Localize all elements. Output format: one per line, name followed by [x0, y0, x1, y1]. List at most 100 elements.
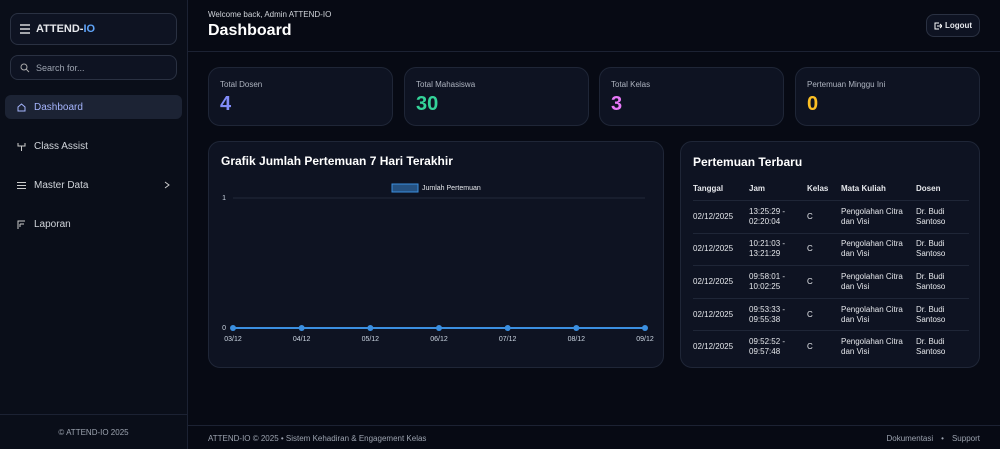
- cell: Pengolahan Citra dan Visi: [841, 330, 916, 363]
- cell: Dr. Budi Santoso: [916, 232, 969, 266]
- stat-card: Total Mahasiswa 30: [404, 67, 589, 126]
- search[interactable]: Search for...: [10, 55, 177, 80]
- logout-button[interactable]: Logout: [926, 14, 980, 37]
- icon: [17, 102, 26, 111]
- point: [230, 325, 236, 331]
- cell: 13:25:29 - 02:20:04: [749, 200, 807, 234]
- table-title: Pertemuan Terbaru: [693, 155, 803, 169]
- column-header: Kelas: [807, 183, 829, 193]
- stat-value: 3: [611, 93, 623, 115]
- stat-card: Total Kelas 3: [599, 67, 784, 126]
- header-row: Tanggal Jam Kelas Mata Kuliah Dosen: [693, 176, 969, 201]
- welcome: Welcome back, Admin ATTEND-IO: [208, 10, 332, 19]
- chart-card: Grafik Jumlah Pertemuan 7 Hari Terakhir …: [208, 141, 664, 368]
- cell: Pengolahan Citra dan Visi: [841, 200, 916, 234]
- footer-link[interactable]: Support: [951, 434, 980, 443]
- cell: 02/12/2025: [693, 232, 749, 266]
- logout-label: Logout: [944, 21, 973, 30]
- stat-label: Total Dosen: [220, 80, 263, 89]
- column-header: Tanggal: [693, 183, 724, 193]
- stat-label: Pertemuan Minggu Ini: [807, 80, 886, 89]
- sidebar-footer: © ATTEND-IO 2025: [58, 428, 129, 437]
- row: 02/12/2025 09:53:33 - 09:55:38 C Pengolahan…: [693, 297, 969, 331]
- legend-label: Jumlah Pertemuan: [422, 185, 481, 192]
- column-header: Jam: [749, 183, 766, 193]
- point: [298, 325, 305, 331]
- cell: C: [807, 232, 841, 266]
- cell: 02/12/2025: [693, 330, 749, 363]
- cell: Dr. Budi Santoso: [916, 297, 969, 331]
- logo-accent: IO: [83, 23, 96, 35]
- cell: 02/12/2025: [693, 200, 749, 234]
- stat-label: Total Mahasiswa: [416, 80, 476, 89]
- point: [504, 325, 511, 331]
- stat-value: 4: [220, 93, 232, 115]
- row: 02/12/2025 09:58:01 - 10:02:25 C Pengolahan…: [693, 265, 969, 299]
- x-tick-label: 07/12: [499, 336, 517, 343]
- cell: 09:52:52 - 09:57:48: [749, 330, 807, 363]
- cell: 09:58:01 - 10:02:25: [749, 265, 807, 299]
- search-icon: [20, 63, 30, 72]
- menu-icon[interactable]: [20, 24, 30, 34]
- nav-label: Laporan: [34, 218, 71, 230]
- legend-swatch: [391, 183, 419, 193]
- chart-title: Grafik Jumlah Pertemuan 7 Hari Terakhir: [221, 154, 453, 168]
- nav-item[interactable]: Master Data: [5, 173, 182, 197]
- point: [573, 325, 580, 331]
- row: 02/12/2025 09:52:52 - 09:57:48 C Pengolahan…: [693, 330, 969, 363]
- x-tick-label: 03/12: [224, 336, 242, 343]
- footer-links: Dokumentasi • Support: [886, 434, 980, 443]
- footer-text: ATTEND-IO © 2025 • Sistem Kehadiran & En…: [208, 434, 427, 443]
- stat-card: Pertemuan Minggu Ini 0: [795, 67, 980, 126]
- nav-item[interactable]: Dashboard: [5, 95, 182, 119]
- cell: C: [807, 330, 841, 363]
- search-placeholder: Search for...: [36, 62, 85, 73]
- logo[interactable]: ATTEND-IO: [10, 13, 177, 45]
- column-header: Dosen: [916, 183, 941, 193]
- icon: [17, 181, 26, 189]
- x-tick-label: 09/12: [636, 336, 654, 343]
- chart: Grafik Jumlah Pertemuan 7 Hari Terakhir …: [221, 154, 654, 343]
- cell: Dr. Budi Santoso: [916, 200, 969, 234]
- cell: C: [807, 297, 841, 331]
- stat-value: 30: [416, 93, 439, 115]
- stat-card: Total Dosen 4: [208, 67, 393, 126]
- nav-label: Master Data: [34, 179, 89, 191]
- x-tick-label: 04/12: [293, 336, 311, 343]
- cell: Pengolahan Citra dan Visi: [841, 232, 916, 266]
- y-tick-label: 0: [222, 325, 226, 332]
- column-header: Mata Kuliah: [841, 183, 886, 193]
- point: [642, 325, 648, 331]
- point: [367, 325, 374, 331]
- nav-label: Class Assist: [34, 140, 88, 152]
- nav-item[interactable]: Laporan: [5, 212, 182, 236]
- row: 02/12/2025 10:21:03 - 13:21:29 C Pengolahan…: [693, 232, 969, 266]
- cell: C: [807, 265, 841, 299]
- cell: 02/12/2025: [693, 265, 749, 299]
- x-tick-label: 06/12: [430, 336, 448, 343]
- logo-text: ATTEND-: [36, 23, 84, 35]
- cell: Pengolahan Citra dan Visi: [841, 265, 916, 299]
- cell: 10:21:03 - 13:21:29: [749, 232, 807, 266]
- cell: Dr. Budi Santoso: [916, 265, 969, 299]
- chevron: [164, 181, 170, 189]
- footer-link[interactable]: Dokumentasi: [886, 434, 934, 443]
- stat-label: Total Kelas: [611, 80, 651, 89]
- cell: 09:53:33 - 09:55:38: [749, 297, 807, 331]
- sidebar: ATTEND-IO Search for... Dashboard Class …: [0, 0, 188, 449]
- cell: Pengolahan Citra dan Visi: [841, 297, 916, 331]
- x-tick-label: 08/12: [568, 336, 586, 343]
- nav-item[interactable]: Class Assist: [5, 134, 182, 158]
- divider: [188, 425, 1000, 426]
- icon: [934, 22, 942, 29]
- separator: •: [941, 434, 944, 443]
- point: [436, 325, 442, 331]
- icon: [17, 142, 26, 151]
- cell: Dr. Budi Santoso: [916, 330, 969, 363]
- divider: [188, 51, 1000, 52]
- x-tick-label: 05/12: [362, 336, 380, 343]
- nav-label: Dashboard: [34, 101, 83, 113]
- row: 02/12/2025 13:25:29 - 02:20:04 C Pengolahan…: [693, 200, 969, 234]
- table: Tanggal Jam Kelas Mata Kuliah Dosen 02/12/202…: [693, 176, 969, 363]
